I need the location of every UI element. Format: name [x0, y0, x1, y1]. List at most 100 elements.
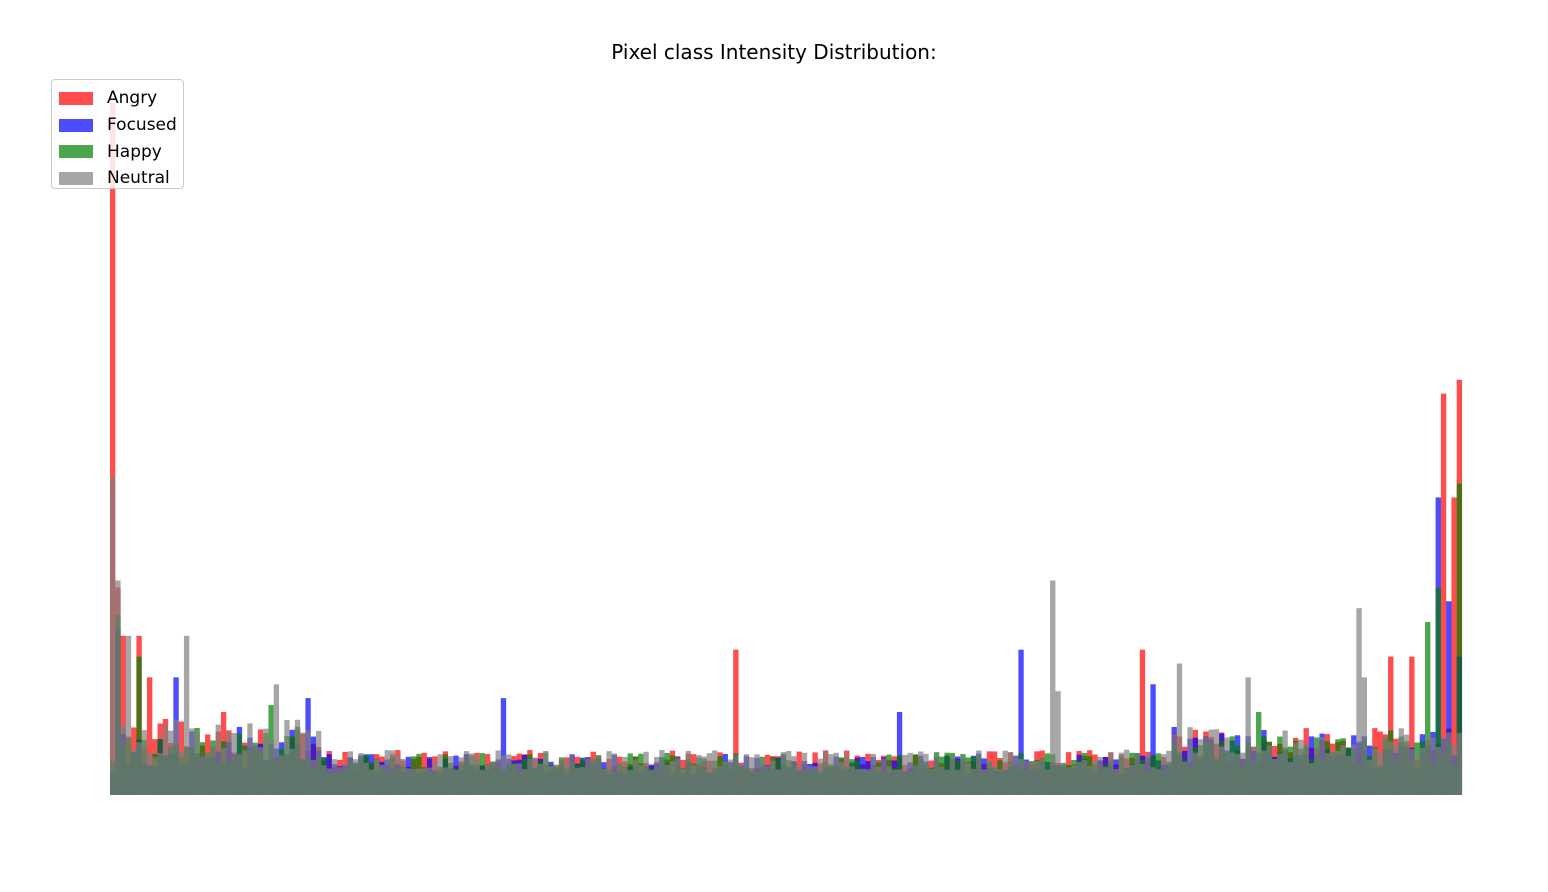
bar-neutral: [315, 730, 322, 795]
bar-neutral: [120, 724, 126, 795]
bar-neutral: [1435, 746, 1441, 795]
bar-neutral: [896, 769, 903, 795]
bar-neutral: [727, 759, 734, 795]
series-neutral: [110, 476, 1463, 795]
bar-neutral: [363, 762, 369, 795]
bar-neutral: [1287, 762, 1294, 795]
bar-neutral: [146, 752, 153, 795]
bar-neutral: [1282, 730, 1288, 795]
bar-neutral: [801, 752, 808, 795]
bar-neutral: [944, 769, 950, 795]
bar-neutral: [331, 759, 338, 795]
bar-neutral: [1129, 764, 1135, 795]
bar-neutral: [775, 769, 781, 795]
bar-neutral: [632, 759, 639, 795]
bar-neutral: [1277, 753, 1283, 795]
bar-neutral: [326, 768, 332, 795]
bar-neutral: [759, 759, 765, 795]
bar-neutral: [701, 756, 707, 795]
bar-neutral: [807, 766, 813, 795]
bar-neutral: [553, 764, 559, 795]
bar-neutral: [870, 753, 876, 795]
bar-neutral: [1092, 760, 1098, 795]
bar-neutral: [152, 757, 158, 795]
bar-neutral: [1102, 767, 1109, 795]
bar-neutral: [1414, 755, 1420, 795]
bar-neutral: [125, 635, 132, 795]
bar-neutral: [532, 757, 538, 795]
bar-neutral: [268, 739, 274, 795]
bar-neutral: [664, 764, 670, 795]
bar-neutral: [389, 750, 396, 795]
bar-neutral: [342, 763, 348, 795]
bar-neutral: [923, 753, 929, 795]
bar-neutral: [675, 757, 681, 795]
bar-neutral: [205, 752, 211, 795]
bar-neutral: [712, 750, 718, 795]
bar-neutral: [997, 769, 1003, 795]
bar-neutral: [384, 750, 390, 795]
bar-neutral: [300, 732, 306, 795]
bar-neutral: [1065, 767, 1072, 795]
bar-neutral: [590, 759, 596, 795]
bar-neutral: [263, 728, 269, 795]
legend-swatch-angry: [59, 91, 93, 105]
bar-neutral: [1388, 741, 1394, 795]
bar-focused: [1150, 684, 1156, 795]
bar-neutral: [1113, 769, 1119, 795]
bar-neutral: [1171, 734, 1177, 795]
bar-angry: [146, 677, 153, 795]
legend-item-angry: Angry: [59, 85, 183, 112]
bar-neutral: [437, 754, 443, 795]
bar-neutral: [1245, 677, 1251, 795]
bar-neutral: [986, 760, 993, 795]
bar-angry: [1388, 656, 1394, 795]
bar-neutral: [574, 767, 581, 795]
bar-neutral: [611, 753, 618, 795]
bar-neutral: [110, 476, 116, 795]
bar-neutral: [949, 756, 956, 795]
bar-neutral: [601, 768, 607, 795]
bar-neutral: [405, 768, 412, 795]
bar-neutral: [1409, 748, 1415, 795]
legend-label: Focused: [107, 115, 177, 136]
bar-neutral: [1403, 734, 1410, 795]
bar-neutral: [970, 768, 977, 795]
bar-neutral: [653, 757, 660, 795]
bar-neutral: [289, 749, 295, 795]
bar-neutral: [1050, 580, 1056, 795]
bar-neutral: [453, 769, 459, 795]
legend: Angry Focused Happy Neutral: [51, 79, 184, 189]
bar-neutral: [918, 751, 924, 795]
bar-neutral: [912, 765, 919, 795]
bar-neutral: [1298, 739, 1304, 795]
bar-focused: [896, 711, 903, 795]
bar-neutral: [527, 758, 533, 795]
bar-neutral: [939, 767, 945, 795]
bar-neutral: [1139, 763, 1146, 795]
bar-neutral: [162, 724, 169, 795]
bar-neutral: [1055, 691, 1061, 795]
bar-neutral: [284, 720, 290, 795]
bar-neutral: [484, 765, 491, 795]
bar-neutral: [558, 759, 565, 795]
bar-neutral: [886, 766, 892, 795]
bar-neutral: [1229, 752, 1235, 795]
bar-neutral: [1256, 746, 1262, 795]
legend-swatch-neutral: [59, 171, 93, 185]
bar-neutral: [131, 749, 137, 795]
bar-neutral: [1187, 727, 1193, 795]
bar-neutral: [194, 732, 200, 795]
bar-neutral: [706, 753, 713, 795]
bar-neutral: [463, 751, 470, 795]
bar-neutral: [521, 769, 528, 795]
bar-neutral: [1108, 752, 1114, 795]
bar-angry: [1409, 656, 1415, 795]
bar-neutral: [352, 759, 359, 795]
bar-neutral: [1028, 760, 1035, 795]
bar-neutral: [537, 764, 544, 795]
bar-neutral: [1240, 752, 1246, 795]
bar-neutral: [157, 753, 163, 795]
bar-neutral: [231, 732, 237, 795]
bar-angry: [1440, 393, 1447, 795]
